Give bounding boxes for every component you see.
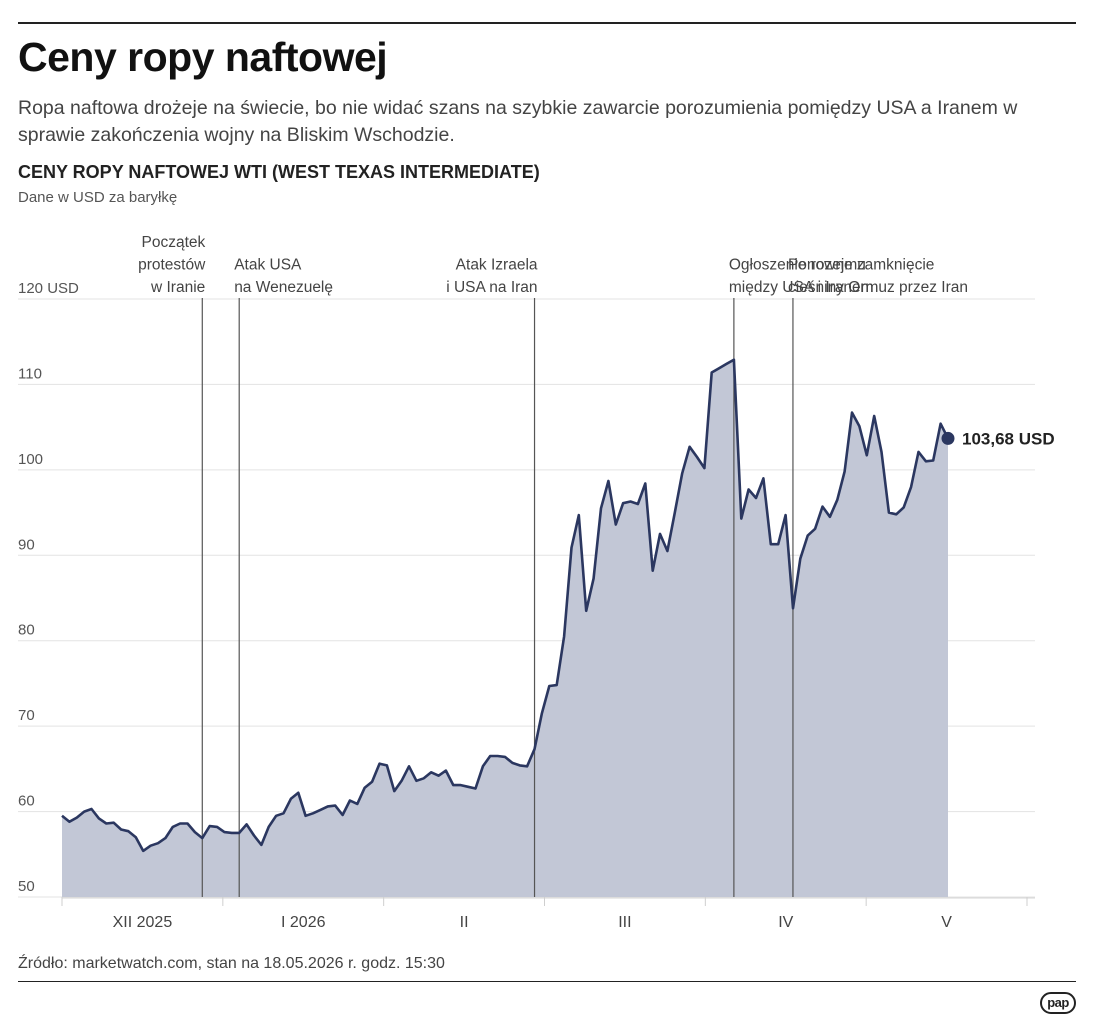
- x-month-label-4: III: [618, 914, 631, 931]
- price-area: [62, 359, 948, 897]
- bottom-rule: [18, 981, 1076, 982]
- y-tick-label-50: 50: [18, 878, 35, 895]
- x-axis: XII 2025 I 2026 II III IV V: [61, 897, 1035, 931]
- price-line: [61, 358, 950, 853]
- y-tick-label-70: 70: [18, 707, 35, 724]
- event-label-5-1: Ponowne zamknięcie: [788, 257, 934, 274]
- top-rule: [18, 22, 1076, 24]
- y-tick-label-90: 90: [18, 536, 35, 553]
- event-markers: Początek protestów w Iranie Atak USA na Wene…: [138, 234, 968, 897]
- chart-title: CENY ROPY NAFTOWEJ WTI (WEST TEXAS INTER…: [18, 162, 540, 182]
- y-tick-label-100: 100: [18, 451, 43, 468]
- x-month-label-2: I 2026: [281, 914, 326, 931]
- last-value-label: 103,68 USD: [962, 429, 1055, 448]
- last-value-marker: 103,68 USD: [941, 429, 1055, 448]
- y-axis-labels: 120 USD 110 100 90 80 70 60 50: [18, 280, 79, 895]
- event-label-2-2: na Wenezuelę: [234, 279, 333, 296]
- x-month-label-1: XII 2025: [113, 914, 173, 931]
- x-month-label-5: IV: [778, 914, 793, 931]
- pap-logo: pap: [1040, 992, 1076, 1014]
- x-month-label-6: V: [941, 914, 952, 931]
- event-label-1-1: Początek: [142, 234, 206, 251]
- event-label-5-2: cieśniny Ormuz przez Iran: [788, 279, 968, 296]
- y-tick-label-80: 80: [18, 622, 35, 639]
- y-tick-label-60: 60: [18, 793, 35, 810]
- chart-subtitle: Dane w USD za baryłkę: [18, 189, 178, 206]
- x-month-label-3: II: [460, 914, 469, 931]
- event-label-3-2: i USA na Iran: [446, 279, 537, 296]
- oil-price-chart: 120 USD 110 100 90 80 70 60 50 Początek protestó…: [18, 234, 1055, 931]
- event-label-3-1: Atak Izraela: [456, 257, 538, 274]
- event-label-2-1: Atak USA: [234, 257, 302, 274]
- last-value-dot: [941, 431, 955, 445]
- source-note: Źródło: marketwatch.com, stan na 18.05.2…: [18, 955, 445, 972]
- y-tick-label-120: 120 USD: [18, 280, 79, 297]
- event-label-4-2: między USA i Iranem: [729, 279, 874, 296]
- page-title: Ceny ropy naftowej: [18, 34, 388, 80]
- lead-paragraph: Ropa naftowa drożeje na świecie, bo nie …: [18, 97, 1018, 146]
- event-label-1-3: w Iranie: [150, 279, 205, 296]
- event-label-1-2: protestów: [138, 257, 206, 274]
- y-tick-label-110: 110: [18, 365, 42, 382]
- event-label-4-1: Ogłoszenie rozejmu: [729, 257, 866, 274]
